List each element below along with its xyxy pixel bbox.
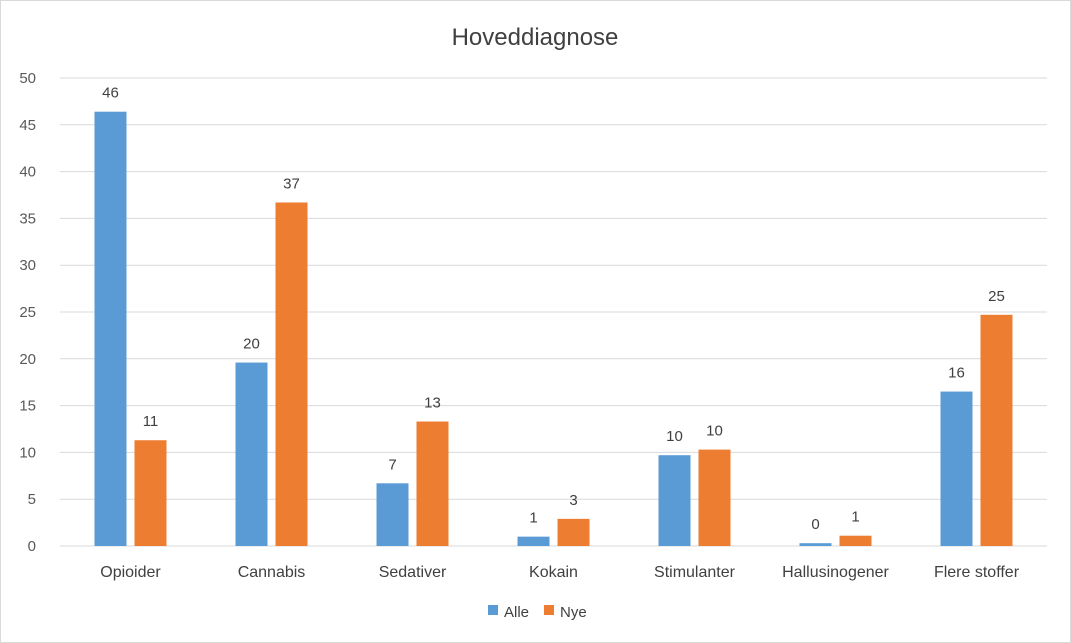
chart-title: Hoveddiagnose	[452, 24, 619, 51]
data-label: 10	[666, 428, 683, 445]
y-tick-label: 15	[19, 398, 36, 415]
y-tick-label: 25	[19, 304, 36, 321]
y-tick-label: 35	[19, 210, 36, 227]
data-label: 3	[569, 492, 577, 509]
y-tick-label: 45	[19, 117, 36, 134]
bar-nye	[416, 421, 449, 546]
legend-swatch-alle	[488, 605, 498, 615]
y-tick-label: 40	[19, 164, 36, 181]
bar-alle	[235, 362, 268, 546]
bar-alle	[940, 391, 973, 546]
bar-nye	[275, 202, 308, 546]
bar-nye	[557, 518, 590, 546]
gridlines	[60, 77, 1047, 547]
legend-label-alle: Alle	[504, 604, 529, 621]
y-tick-label: 50	[19, 70, 36, 87]
bar-nye	[839, 535, 872, 546]
x-category-label: Kokain	[529, 564, 578, 581]
y-tick-label: 5	[28, 491, 36, 508]
bar-alle	[376, 483, 409, 546]
x-category-label: Opioider	[100, 564, 161, 581]
legend-label-nye: Nye	[560, 604, 587, 621]
x-axis-categories: Opioider Cannabis Sedativer Kokain Stimulant…	[100, 564, 1019, 581]
x-category-label: Hallusinogener	[782, 564, 889, 581]
data-label: 1	[851, 509, 859, 526]
y-tick-label: 30	[19, 257, 36, 274]
y-tick-label: 10	[19, 444, 36, 461]
y-tick-label: 20	[19, 351, 36, 368]
data-label: 16	[948, 365, 965, 382]
x-category-label: Flere stoffer	[934, 564, 1020, 581]
data-label: 46	[102, 85, 119, 102]
bar-nye	[980, 314, 1013, 546]
bars	[94, 111, 1013, 547]
x-category-label: Sedativer	[379, 564, 447, 581]
data-label: 10	[706, 423, 723, 440]
bar-alle	[517, 536, 550, 546]
bar-nye	[134, 440, 167, 546]
data-label: 20	[243, 336, 260, 353]
bar-nye	[698, 449, 731, 546]
legend: Alle Nye	[488, 604, 587, 621]
data-label: 0	[811, 516, 819, 533]
bar-alle	[799, 543, 832, 546]
data-label: 25	[988, 288, 1005, 305]
bar-alle	[94, 111, 127, 547]
x-category-label: Cannabis	[238, 564, 306, 581]
y-tick-label: 0	[28, 538, 36, 555]
x-category-label: Stimulanter	[654, 564, 736, 581]
y-axis-ticks: 0 5 10 15 20 25 30 35 40 45 50	[19, 70, 36, 555]
data-label: 7	[388, 456, 396, 473]
bar-alle	[658, 455, 691, 546]
data-label: 1	[529, 510, 537, 527]
data-label: 11	[143, 413, 159, 430]
data-label: 37	[283, 175, 300, 192]
data-label: 13	[424, 395, 441, 412]
legend-swatch-nye	[544, 605, 554, 615]
